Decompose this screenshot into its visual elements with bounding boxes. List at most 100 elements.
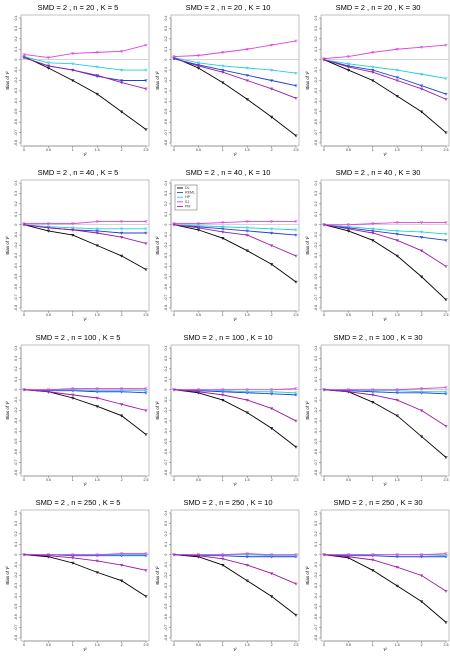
point: [172, 223, 176, 227]
legend-label: REML: [185, 191, 195, 195]
point: [144, 128, 148, 132]
y-axis-label: Bias of τ²: [155, 566, 160, 585]
point: [294, 280, 298, 284]
panel: SMD = 2 , n = 100 , K = 10 Bias of τ² τ² -0…: [155, 333, 300, 487]
series-line: [323, 59, 447, 79]
point: [144, 242, 148, 246]
panel: SMD = 2 , n = 100 , K = 30 Bias of τ² τ² -0…: [305, 333, 450, 487]
point: [419, 236, 424, 240]
y-tick-label: -0.8: [164, 470, 168, 476]
y-tick-label: 0.1: [164, 47, 168, 52]
y-tick-label: -0.5: [164, 109, 168, 115]
point: [221, 221, 225, 225]
y-tick-label: 0.3: [164, 521, 168, 526]
point: [419, 221, 424, 225]
series-line: [323, 389, 447, 458]
y-tick-label: 0.1: [14, 47, 18, 52]
x-tick-label: 2: [121, 148, 123, 152]
y-tick-label: 0.4: [314, 346, 318, 351]
y-tick-label: -0.5: [314, 274, 318, 280]
y-tick-label: -0.2: [14, 77, 18, 83]
point: [371, 68, 375, 72]
y-tick-label: 0: [14, 59, 18, 61]
x-tick-label: 2.5: [444, 643, 449, 647]
point: [95, 220, 99, 224]
series-line: [173, 389, 297, 422]
panel-title: SMD = 2 , n = 20 , K = 5: [38, 3, 119, 12]
y-tick-label: 0.4: [14, 511, 18, 516]
y-tick-label: -0.6: [14, 449, 18, 455]
point: [95, 387, 99, 391]
y-tick-label: -0.2: [314, 242, 318, 248]
y-tick-label: 0.2: [14, 531, 18, 536]
point: [22, 388, 26, 392]
point: [221, 68, 225, 72]
y-tick-label: -0.4: [164, 428, 168, 434]
point: [371, 51, 375, 55]
y-tick-label: 0.4: [14, 181, 18, 186]
point: [245, 233, 249, 237]
y-tick-label: -0.7: [14, 459, 18, 465]
point: [444, 131, 448, 135]
x-tick-label: 1: [222, 643, 224, 647]
point: [71, 226, 75, 230]
point: [346, 223, 351, 227]
x-tick-label: 1.5: [395, 478, 400, 482]
y-tick-label: 0.4: [164, 181, 168, 186]
series-line: [23, 389, 147, 411]
point: [395, 584, 399, 588]
series-line: [323, 59, 447, 95]
point: [269, 231, 274, 235]
point: [444, 424, 448, 429]
y-tick-label: 0.3: [314, 356, 318, 361]
y-axis-label: Bias of τ²: [155, 71, 160, 90]
point: [371, 222, 375, 226]
y-tick-label: 0.3: [14, 191, 18, 196]
y-tick-label: 0.2: [314, 201, 318, 206]
y-tick-label: 0.3: [14, 521, 18, 526]
panel-title: SMD = 2 , n = 250 , K = 10: [183, 498, 272, 507]
point: [22, 553, 26, 557]
point: [144, 227, 148, 231]
point: [395, 566, 399, 570]
plot-frame: [170, 509, 300, 642]
point: [371, 227, 375, 231]
point: [46, 554, 51, 558]
y-tick-label: 0.4: [14, 16, 18, 21]
point: [46, 226, 51, 230]
x-tick-label: 1.5: [395, 148, 400, 152]
point: [444, 386, 448, 390]
y-tick-label: -0.7: [314, 624, 318, 630]
point: [46, 56, 51, 60]
point: [395, 79, 399, 83]
y-tick-label: 0.2: [164, 36, 168, 41]
point: [144, 409, 148, 413]
y-tick-label: 0.2: [164, 201, 168, 206]
point: [269, 427, 274, 431]
y-tick-label: -0.7: [14, 294, 18, 300]
x-tick-label: 0: [173, 148, 175, 152]
y-tick-label: -0.1: [14, 562, 18, 568]
x-tick-label: 0: [323, 148, 325, 152]
series-line: [173, 224, 297, 283]
point: [119, 68, 124, 72]
point: [196, 226, 201, 230]
plot-frame: [170, 14, 300, 147]
series-line: [23, 554, 147, 597]
point: [395, 254, 399, 258]
point: [395, 414, 399, 418]
y-axis-label: Bias of τ²: [5, 401, 10, 420]
panel-title: SMD = 2 , n = 40 , K = 5: [38, 168, 119, 177]
x-tick-label: 0: [323, 478, 325, 482]
series-line: [323, 224, 447, 235]
x-tick-label: 0: [323, 643, 325, 647]
point: [119, 231, 124, 235]
x-tick-label: 2.5: [444, 313, 449, 317]
point: [444, 298, 448, 302]
point: [294, 39, 298, 43]
point: [95, 396, 99, 400]
point: [322, 58, 326, 62]
panel: SMD = 2 , n = 40 , K = 5 Bias of τ² τ² -0.8…: [5, 168, 150, 322]
point: [419, 84, 424, 88]
y-axis-label: Bias of τ²: [5, 236, 10, 255]
